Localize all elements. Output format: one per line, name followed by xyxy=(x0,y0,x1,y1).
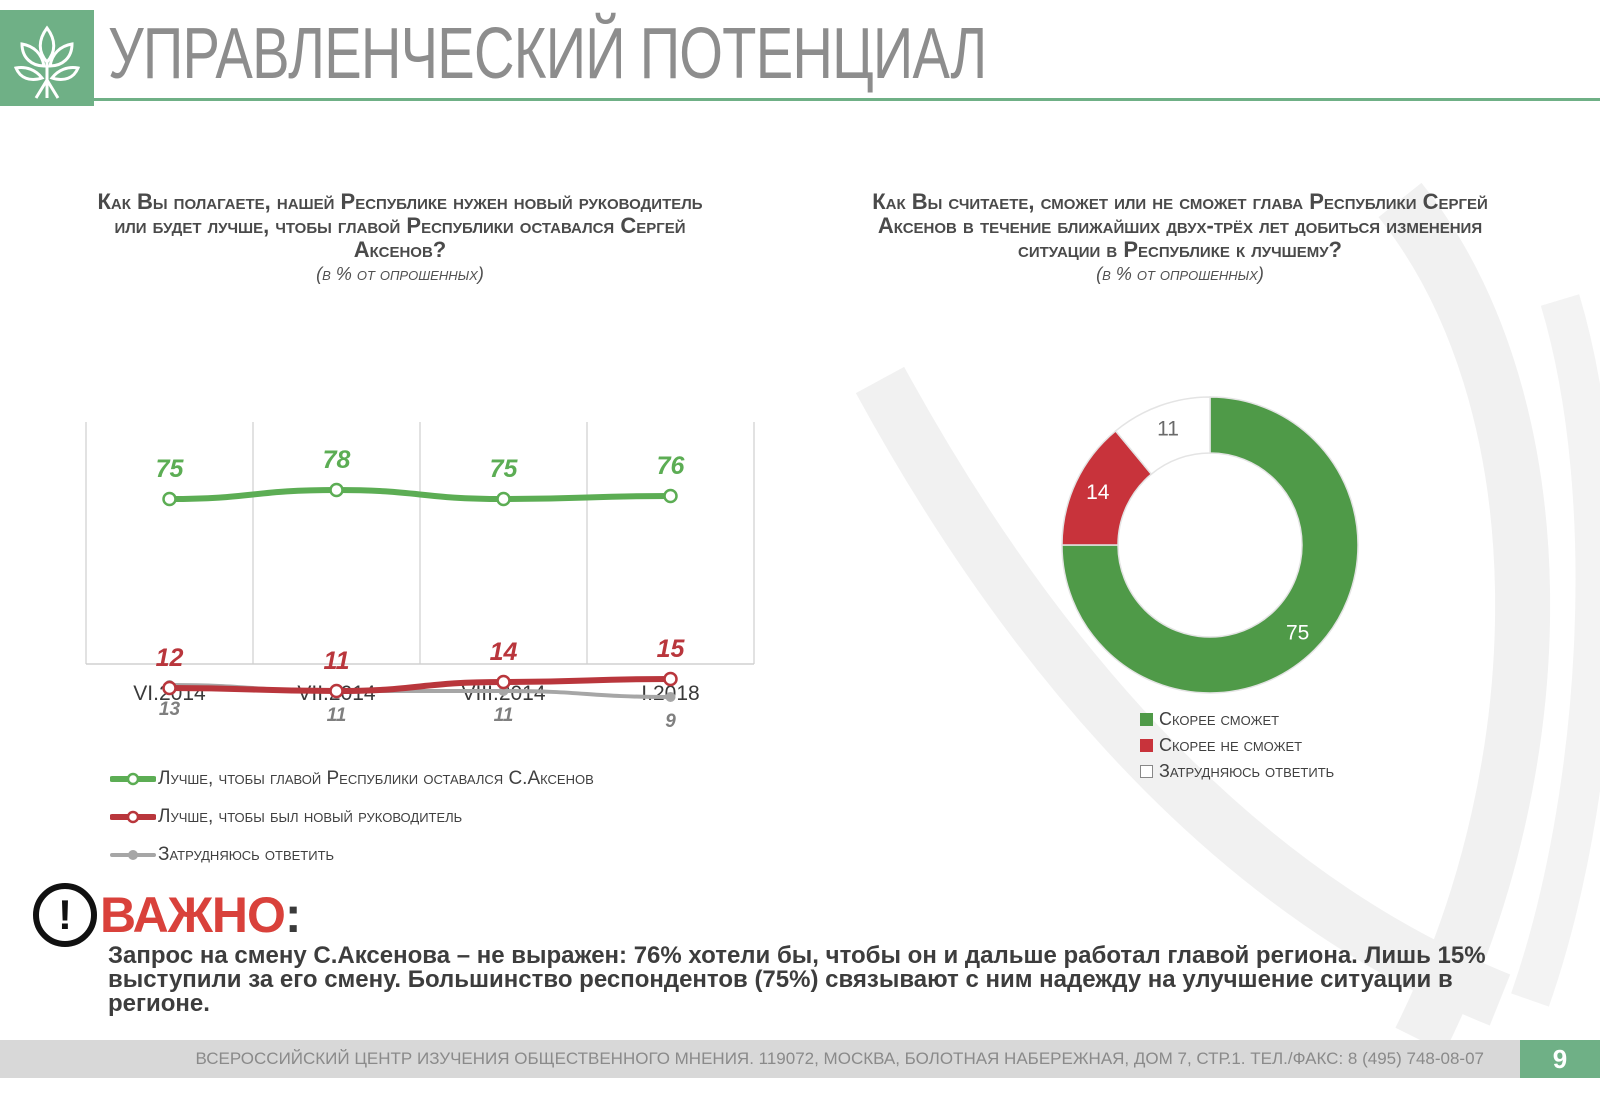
logo xyxy=(0,10,94,106)
slice-label: 75 xyxy=(1286,622,1309,645)
data-point xyxy=(162,491,177,507)
important-heading: ! ВАЖНО : xyxy=(32,880,302,950)
page-number: 9 xyxy=(1520,1040,1600,1078)
data-label: 11 xyxy=(324,647,350,675)
data-label: 75 xyxy=(156,455,185,483)
data-point xyxy=(663,671,678,687)
legend-swatch xyxy=(1140,738,1153,752)
legend-line-icon xyxy=(110,850,156,860)
donut-slice xyxy=(1114,396,1211,476)
data-point xyxy=(496,674,511,690)
data-point xyxy=(663,488,678,504)
right-question-text: Как Вы считаете, сможет или не сможет гл… xyxy=(872,189,1488,262)
data-label: 9 xyxy=(665,711,676,730)
legend-item-undecided: Затрудняюсь ответить xyxy=(110,836,594,874)
series-line xyxy=(166,486,674,503)
legend-item-new-leader: Лучше, чтобы был новый руководитель xyxy=(110,798,594,836)
important-word: ВАЖНО xyxy=(100,887,286,943)
right-question-note: (в % от опрошенных) xyxy=(1096,264,1264,284)
important-colon: : xyxy=(284,887,302,943)
data-label: 75 xyxy=(490,455,519,483)
data-label: 15 xyxy=(657,635,686,663)
slice-label: 11 xyxy=(1157,417,1179,440)
data-label: 78 xyxy=(323,446,351,474)
header-divider xyxy=(94,98,1600,101)
data-label: 14 xyxy=(490,638,518,666)
legend-label: Лучше, чтобы главой Республики оставался… xyxy=(158,768,594,789)
footer-text: ВСЕРОССИЙСКИЙ ЦЕНТР ИЗУЧЕНИЯ ОБЩЕСТВЕННО… xyxy=(195,1049,1484,1068)
data-label: 13 xyxy=(159,699,181,720)
data-label: 11 xyxy=(494,705,514,726)
left-chart-question: Как Вы полагаете, нашей Республике нужен… xyxy=(80,190,720,286)
legend-line-icon xyxy=(110,810,156,824)
data-point xyxy=(496,491,511,507)
legend-swatch xyxy=(1140,712,1153,726)
right-chart-question: Как Вы считаете, сможет или не сможет гл… xyxy=(860,190,1500,286)
data-label: 76 xyxy=(657,452,686,480)
data-point xyxy=(665,692,676,702)
data-label: 11 xyxy=(327,705,347,726)
legend-label: Затрудняюсь ответить xyxy=(158,844,335,865)
data-point xyxy=(329,683,344,699)
svg-text:!: ! xyxy=(58,891,72,938)
legend-item-undecided: Затрудняюсь ответить xyxy=(1140,758,1334,784)
left-question-text: Как Вы полагаете, нашей Республике нужен… xyxy=(97,189,703,262)
tree-icon xyxy=(13,25,81,99)
legend-swatch xyxy=(1140,764,1153,778)
slice-label: 14 xyxy=(1086,481,1110,504)
footer-bar: ВСЕРОССИЙСКИЙ ЦЕНТР ИЗУЧЕНИЯ ОБЩЕСТВЕННО… xyxy=(0,1040,1520,1078)
legend-item-can: Скорее сможет xyxy=(1140,706,1334,732)
data-point xyxy=(329,482,344,498)
legend-label: Скорее не сможет xyxy=(1159,734,1303,755)
legend-label: Затрудняюсь ответить xyxy=(1159,760,1335,781)
series-line xyxy=(166,676,674,695)
donut-chart: 75 14 11 xyxy=(1061,396,1359,694)
line-chart: VI.2014VII.2014VIII.2014I.20181311119121… xyxy=(85,422,755,730)
data-point xyxy=(162,680,177,696)
legend-label: Лучше, чтобы был новый руководитель xyxy=(158,806,463,827)
legend-item-cannot: Скорее не сможет xyxy=(1140,732,1334,758)
legend-label: Скорее сможет xyxy=(1159,708,1280,729)
line-chart-legend: Лучше, чтобы главой Республики оставался… xyxy=(110,760,594,874)
conclusion-text: Запрос на смену С.Аксенова – не выражен:… xyxy=(108,942,1486,1017)
left-question-note: (в % от опрошенных) xyxy=(316,264,484,284)
legend-item-stay: Лучше, чтобы главой Республики оставался… xyxy=(110,760,594,798)
page-title: УПРАВЛЕНЧЕСКИЙ ПОТЕНЦИАЛ xyxy=(108,14,987,94)
donut-legend: Скорее сможет Скорее не сможет Затрудняю… xyxy=(1140,706,1334,784)
donut-slice xyxy=(1061,396,1359,694)
exclamation-icon: ! xyxy=(33,883,97,947)
data-label: 12 xyxy=(156,644,184,672)
legend-line-icon xyxy=(110,772,156,786)
